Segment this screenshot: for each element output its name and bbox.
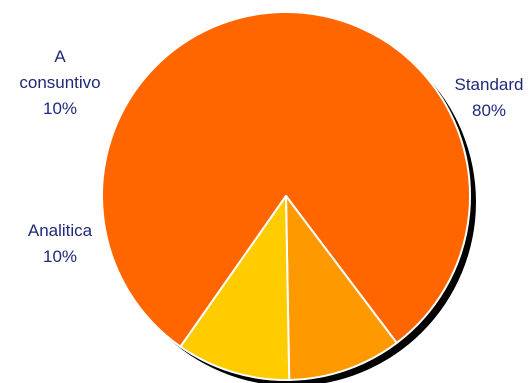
pie-slice-analitica: [285, 195, 398, 381]
pie-label-line: 10%: [43, 247, 77, 266]
pie-label-line: 80%: [472, 101, 506, 120]
pie-label-line: Standard: [455, 75, 524, 94]
pie-label-line: Analitica: [28, 221, 93, 240]
pie-slice-standard: [101, 11, 471, 348]
pie-label-line: A: [54, 47, 66, 66]
pie-label-standard: Standard 80%: [455, 75, 524, 120]
pie-label-analitica: Analitica 10%: [28, 221, 93, 266]
pie-label-line: 10%: [43, 99, 77, 118]
pie-slices: [101, 11, 471, 381]
pie-labels: Standard 80% Analitica 10% A consuntivo 10%: [19, 47, 523, 266]
pie-slice-a-consuntivo: [179, 195, 291, 381]
pie-label-line: consuntivo: [19, 73, 100, 92]
